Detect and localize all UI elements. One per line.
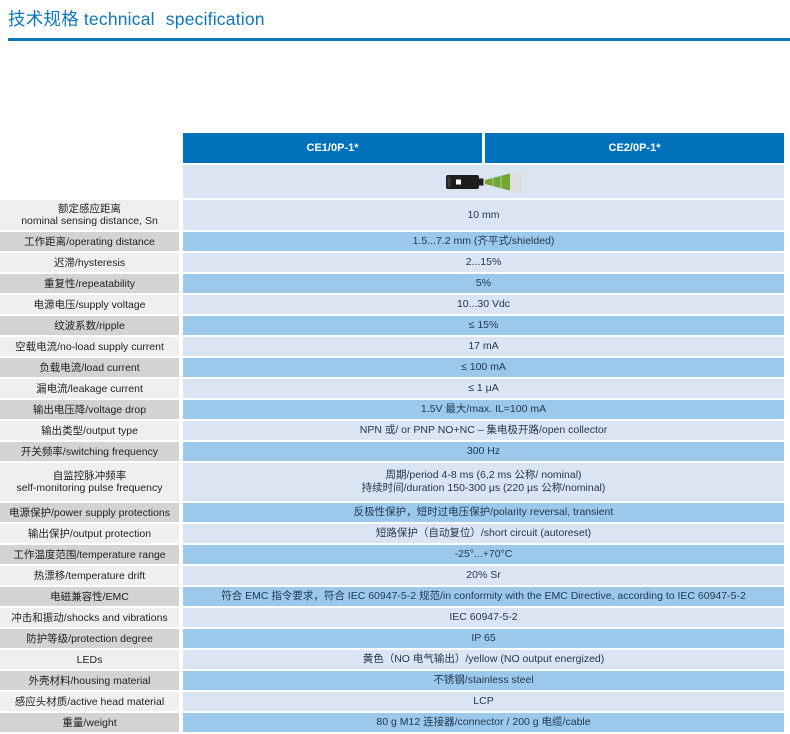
sensor-body-cap xyxy=(447,176,450,187)
spec-label: 额定感应距离 nominal sensing distance, Sn xyxy=(0,200,179,230)
page-title: 技术规格 technical specification xyxy=(8,6,790,31)
sensor-nose xyxy=(478,178,483,185)
image-label-spacer xyxy=(0,165,183,198)
spec-value: NPN 或/ or PNP NO+NC – 集电极开路/open collect… xyxy=(183,421,784,440)
spec-row: 外壳材料/housing material 不锈钢/stainless steel xyxy=(0,671,784,690)
spec-row: 纹波系数/ripple ≤ 15% xyxy=(0,316,784,335)
spec-row: 额定感应距离 nominal sensing distance, Sn 10 mm xyxy=(0,200,784,230)
spec-value: 反极性保护，短时过电压保护/polarity reversal, transie… xyxy=(183,503,784,522)
spec-row: 感应头材质/active head material LCP xyxy=(0,692,784,711)
spec-value: 10 mm xyxy=(183,200,784,230)
spec-label: 外壳材料/housing material xyxy=(0,671,179,690)
product-image-cell xyxy=(183,165,784,198)
page-header: 技术规格 technical specification xyxy=(0,0,790,41)
beam-cone-gray-tip xyxy=(509,170,522,193)
spec-row: 输出保护/output protection 短路保护（自动复位）/short c… xyxy=(0,524,784,543)
spec-row: 工作温度范围/temperature range -25°...+70°C xyxy=(0,545,784,564)
spec-label: 感应头材质/active head material xyxy=(0,692,179,711)
spec-value: IEC 60947-5-2 xyxy=(183,608,784,627)
spec-row: 冲击和振动/shocks and vibrations IEC 60947-5-2 xyxy=(0,608,784,627)
sensor-led-window xyxy=(455,179,461,184)
spec-label: 工作距离/operating distance xyxy=(0,232,179,251)
spec-rows-container: 额定感应距离 nominal sensing distance, Sn 10 mm 工… xyxy=(0,200,784,732)
spec-label: 重复性/repeatability xyxy=(0,274,179,293)
spec-row: 负载电流/load current ≤ 100 mA xyxy=(0,358,784,377)
sensor-body xyxy=(445,174,479,189)
spec-row: 输出电压降/voltage drop 1.5V 最大/max. IL=100 mA xyxy=(0,400,784,419)
sensor-product-image xyxy=(445,170,522,193)
header-label-spacer xyxy=(0,133,183,163)
table-header-row: CE1/0P-1* CE2/0P-1* xyxy=(0,133,784,163)
specification-table: CE1/0P-1* CE2/0P-1* 额定感应距离 nominal sensin… xyxy=(0,133,784,734)
spec-row: 迟滞/hysteresis 2...15% xyxy=(0,253,784,272)
spec-value: 符合 EMC 指令要求，符合 IEC 60947-5-2 规范/in confo… xyxy=(183,587,784,606)
spec-value: 黄色（NO 电气输出）/yellow (NO output energized) xyxy=(183,650,784,669)
spec-row: 自监控脉冲频率 self-monitoring pulse frequency 周期… xyxy=(0,463,784,501)
product-image-row xyxy=(0,165,784,198)
spec-row: 重复性/repeatability 5% xyxy=(0,274,784,293)
spec-value: ≤ 100 mA xyxy=(183,358,784,377)
spec-row: 电磁兼容性/EMC 符合 EMC 指令要求，符合 IEC 60947-5-2 规范… xyxy=(0,587,784,606)
spec-value: IP 65 xyxy=(183,629,784,648)
spec-label: 纹波系数/ripple xyxy=(0,316,179,335)
spec-label: 冲击和振动/shocks and vibrations xyxy=(0,608,179,627)
column-header-ce2: CE2/0P-1* xyxy=(485,133,784,163)
spec-value: LCP xyxy=(183,692,784,711)
beam-cone-green xyxy=(484,173,510,190)
title-underline xyxy=(8,38,790,41)
spec-row: 开关频率/switching frequency 300 Hz xyxy=(0,442,784,461)
spec-label: 输出类型/output type xyxy=(0,421,179,440)
spec-label: 电源保护/power supply protections xyxy=(0,503,179,522)
page-title-en: technical specification xyxy=(83,9,265,29)
spec-row: 工作距离/operating distance 1.5...7.2 mm (齐平式… xyxy=(0,232,784,251)
spec-row: 输出类型/output type NPN 或/ or PNP NO+NC – 集电… xyxy=(0,421,784,440)
spec-value: ≤ 15% xyxy=(183,316,784,335)
spec-label: 负载电流/load current xyxy=(0,358,179,377)
spec-row: 防护等级/protection degree IP 65 xyxy=(0,629,784,648)
spec-label: 漏电流/leakage current xyxy=(0,379,179,398)
spec-value: 80 g M12 连接器/connector / 200 g 电缆/cable xyxy=(183,713,784,732)
spec-value: 2...15% xyxy=(183,253,784,272)
spec-row: 空载电流/no-load supply current 17 mA xyxy=(0,337,784,356)
spec-row: 电源电压/supply voltage 10...30 Vdc xyxy=(0,295,784,314)
spec-value: 5% xyxy=(183,274,784,293)
spec-label: 输出保护/output protection xyxy=(0,524,179,543)
spec-value: 17 mA xyxy=(183,337,784,356)
spec-value: 20% Sr xyxy=(183,566,784,585)
spec-value: 1.5V 最大/max. IL=100 mA xyxy=(183,400,784,419)
spec-value: ≤ 1 μA xyxy=(183,379,784,398)
spec-value: 周期/period 4-8 ms (6,2 ms 公称/ nominal) 持续时… xyxy=(183,463,784,501)
spec-row: 电源保护/power supply protections 反极性保护，短时过电压… xyxy=(0,503,784,522)
spec-value: 不锈钢/stainless steel xyxy=(183,671,784,690)
spec-row: LEDs 黄色（NO 电气输出）/yellow (NO output energi… xyxy=(0,650,784,669)
spec-row: 重量/weight 80 g M12 连接器/connector / 200 g … xyxy=(0,713,784,732)
spec-value: 10...30 Vdc xyxy=(183,295,784,314)
column-header-ce1: CE1/0P-1* xyxy=(183,133,482,163)
spec-label: 防护等级/protection degree xyxy=(0,629,179,648)
spec-label: 电磁兼容性/EMC xyxy=(0,587,179,606)
spec-label: 电源电压/supply voltage xyxy=(0,295,179,314)
spec-row: 热漂移/temperature drift 20% Sr xyxy=(0,566,784,585)
spec-value: 300 Hz xyxy=(183,442,784,461)
spec-label: 重量/weight xyxy=(0,713,179,732)
spec-row: 漏电流/leakage current ≤ 1 μA xyxy=(0,379,784,398)
spec-label: 输出电压降/voltage drop xyxy=(0,400,179,419)
spec-value: 1.5...7.2 mm (齐平式/shielded) xyxy=(183,232,784,251)
spec-label: 热漂移/temperature drift xyxy=(0,566,179,585)
spec-label: 自监控脉冲频率 self-monitoring pulse frequency xyxy=(0,463,179,501)
spec-label: 迟滞/hysteresis xyxy=(0,253,179,272)
spec-label: 开关频率/switching frequency xyxy=(0,442,179,461)
spec-value: 短路保护（自动复位）/short circuit (autoreset) xyxy=(183,524,784,543)
page-title-zh: 技术规格 xyxy=(8,9,79,29)
spec-value: -25°...+70°C xyxy=(183,545,784,564)
spec-label: LEDs xyxy=(0,650,179,669)
spec-label: 工作温度范围/temperature range xyxy=(0,545,179,564)
spec-label: 空载电流/no-load supply current xyxy=(0,337,179,356)
